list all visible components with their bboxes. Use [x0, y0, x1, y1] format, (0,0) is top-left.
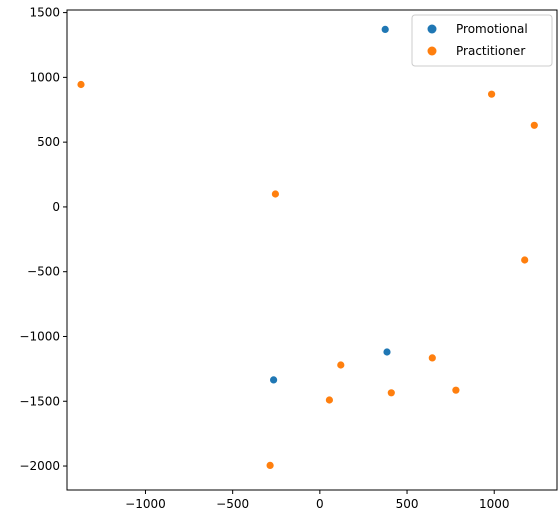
data-point	[452, 386, 460, 394]
data-point	[530, 121, 538, 129]
y-tick-label: −1000	[19, 329, 60, 343]
data-point	[77, 80, 85, 89]
points-layer	[77, 25, 538, 469]
data-point	[270, 376, 278, 384]
data-point	[488, 90, 496, 98]
x-tick-label: 1000	[479, 497, 510, 511]
legend-label: Practitioner	[456, 44, 525, 58]
legend-marker	[427, 46, 437, 56]
legend: Promotional Practitioner	[411, 14, 553, 67]
x-tick-label: −1000	[125, 497, 166, 511]
axes-layer	[66, 9, 558, 491]
legend-box	[411, 14, 553, 67]
y-tick-label: 500	[37, 135, 60, 149]
data-point	[325, 396, 333, 404]
data-point	[383, 348, 391, 356]
x-tick-label: 0	[316, 497, 324, 511]
y-tick-label: 1000	[29, 70, 60, 84]
data-point	[266, 461, 274, 469]
y-tick-label: 1500	[29, 6, 60, 20]
y-axis: 1500 1000 500 0 −500 −1000 −1500 −2000	[19, 6, 67, 473]
data-point	[521, 256, 529, 264]
x-tick-label: −500	[216, 497, 249, 511]
plot-frame	[66, 9, 558, 491]
y-tick-label: 0	[52, 200, 60, 214]
y-tick-label: −1500	[19, 394, 60, 408]
x-axis: −1000 −500 0 500 1000	[125, 490, 509, 511]
data-point	[428, 354, 436, 362]
data-point	[271, 190, 279, 198]
x-tick-label: 500	[396, 497, 419, 511]
legend-marker	[427, 24, 437, 34]
data-point	[381, 25, 389, 33]
legend-label: Promotional	[456, 22, 528, 36]
data-point	[387, 389, 395, 397]
data-point	[337, 361, 345, 369]
y-tick-label: −2000	[19, 459, 60, 473]
y-tick-label: −500	[27, 265, 60, 279]
